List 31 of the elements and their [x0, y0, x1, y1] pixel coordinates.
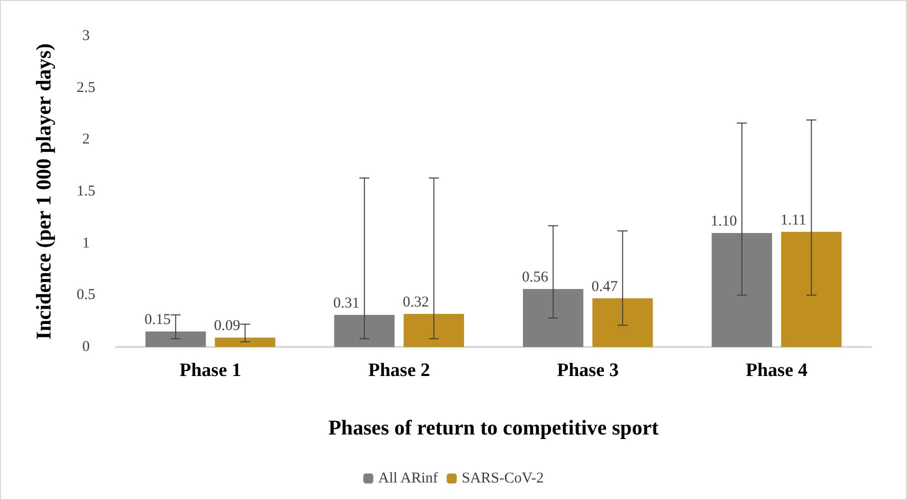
bar: [334, 314, 395, 347]
bar: [522, 288, 584, 347]
x-tick-label: Phase 4: [746, 360, 808, 381]
data-label: 1.11: [780, 212, 806, 228]
legend-label: All ARinf: [378, 470, 438, 486]
bar: [145, 331, 206, 347]
bar: [781, 232, 842, 347]
x-tick-label: Phase 3: [557, 360, 619, 381]
y-tick-label: 1: [82, 235, 90, 252]
bar: [592, 298, 653, 347]
x-axis-title: Phases of return to competitive sport: [328, 416, 659, 440]
data-label: 0.09: [214, 318, 240, 334]
y-tick-label: 2: [82, 132, 90, 148]
data-label: 0.32: [402, 294, 429, 310]
data-label: 0.47: [591, 278, 618, 295]
bar: [712, 232, 772, 347]
data-label: 0.15: [144, 312, 171, 328]
data-label: 1.10: [710, 213, 738, 230]
y-tick-label: 1.5: [76, 184, 96, 200]
y-tick-label: 0.5: [76, 287, 96, 304]
y-tick-label: 3: [82, 28, 90, 44]
data-label: 0.31: [333, 295, 360, 312]
x-tick-label: Phase 2: [368, 360, 430, 381]
x-tick-label: Phase 1: [180, 360, 242, 381]
bar: [214, 338, 276, 347]
y-tick-label: 2.5: [76, 80, 96, 96]
y-tick-label: 0: [82, 339, 90, 355]
legend-label: SARS-CoV-2: [462, 470, 544, 486]
data-label: 0.56: [522, 269, 549, 286]
bar: [404, 314, 464, 347]
y-axis-title: Incidence (per 1 000 player days): [32, 43, 56, 340]
